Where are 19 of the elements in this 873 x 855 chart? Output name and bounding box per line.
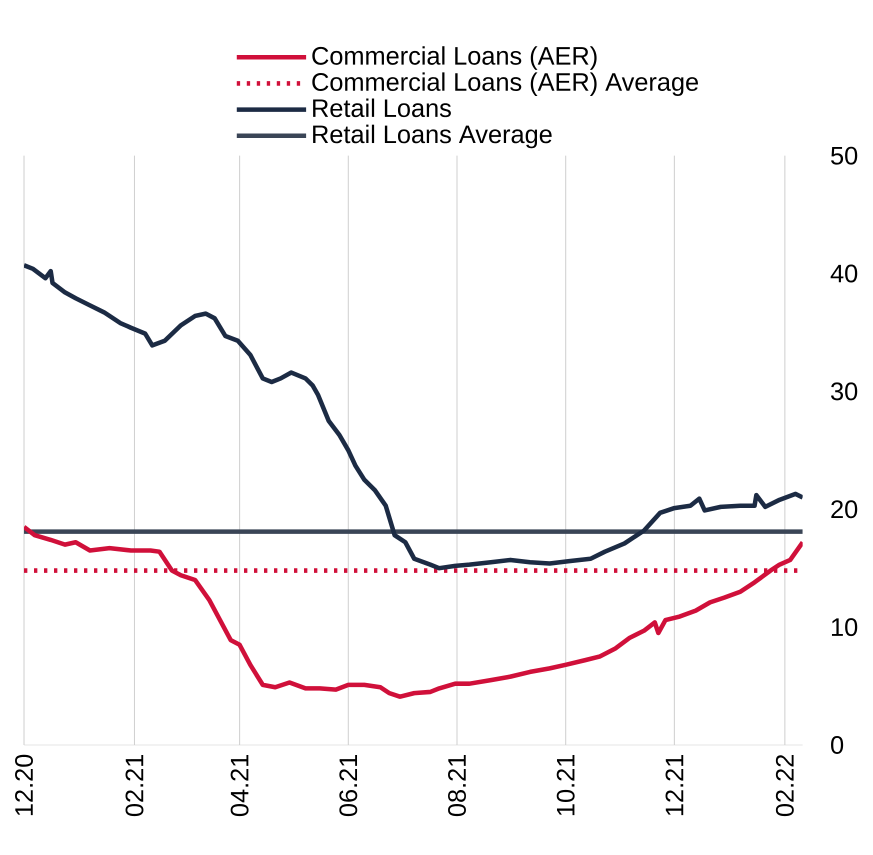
x-tick-label: 12.20 bbox=[15, 754, 33, 816]
line-series bbox=[24, 263, 803, 570]
x-tick-label: 06.21 bbox=[339, 754, 358, 816]
y-tick-label: 0 bbox=[831, 736, 844, 754]
x-tick-label: 04.21 bbox=[230, 754, 249, 816]
y-tick-label: 50 bbox=[831, 146, 858, 165]
x-tick-label: 02.21 bbox=[126, 754, 144, 816]
x-tick-label: 02.22 bbox=[776, 754, 794, 816]
legend-label: Retail Loans bbox=[313, 98, 451, 118]
x-tick-label: 08.21 bbox=[448, 754, 466, 816]
legend-label: Commercial Loans (AER) bbox=[312, 46, 597, 70]
y-tick-label: 30 bbox=[831, 382, 858, 400]
legend-label: Retail Loans Average bbox=[313, 124, 552, 148]
x-tick-label: 10.21 bbox=[556, 754, 575, 816]
x-tick-label: 12.21 bbox=[666, 754, 684, 816]
legend-label: Commercial Loans (AER) Average bbox=[312, 72, 698, 96]
y-tick-label: 20 bbox=[831, 500, 858, 518]
y-tick-label: 10 bbox=[832, 618, 858, 636]
y-tick-label: 40 bbox=[830, 264, 858, 282]
